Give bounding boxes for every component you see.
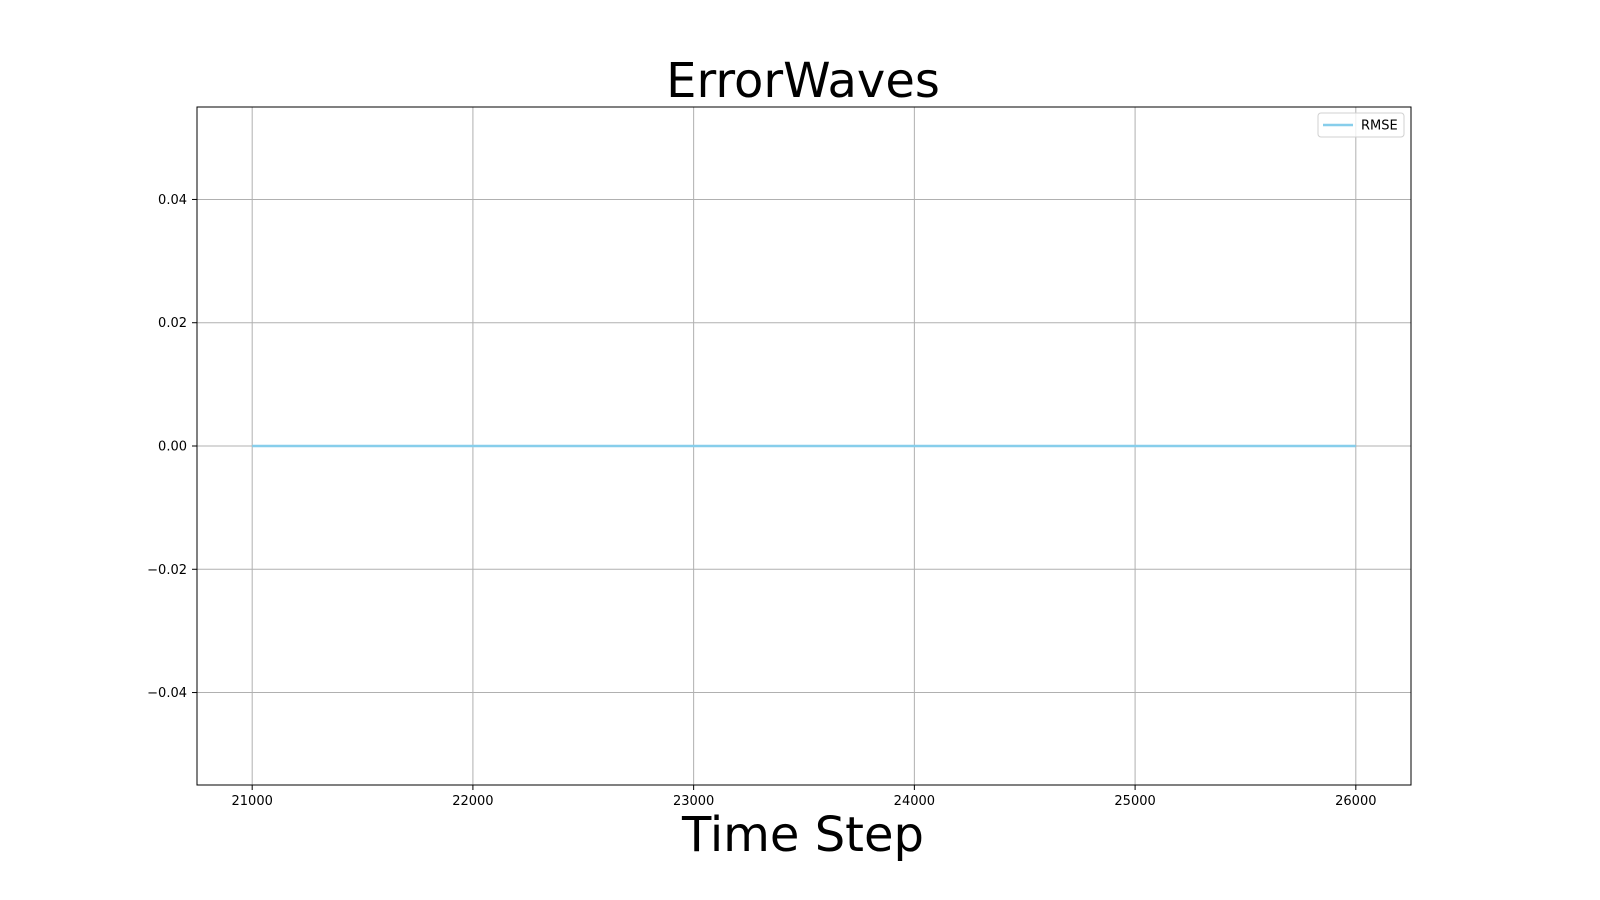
y-tick-label: 0.00 [158, 440, 187, 455]
plot-frame [196, 106, 1412, 786]
x-tick-label: 22000 [452, 794, 493, 809]
y-tick-label: −0.04 [147, 686, 187, 701]
legend-box [1317, 112, 1405, 138]
y-tick-label: −0.02 [147, 563, 187, 578]
y-tick-label: 0.04 [158, 193, 187, 208]
ticks: 21000 22000 23000 24000 25000 26000 0.04 0.02 0.… [147, 193, 1376, 809]
x-axis-label: Time Step [681, 807, 924, 863]
y-tick-label: 0.02 [158, 316, 187, 331]
x-tick-label: 21000 [232, 794, 273, 809]
x-tick-label: 26000 [1335, 794, 1376, 809]
chart-title: ErrorWaves [666, 53, 940, 109]
x-tick-label: 24000 [894, 794, 935, 809]
x-tick-label: 25000 [1114, 794, 1155, 809]
x-tick-label: 23000 [673, 794, 714, 809]
legend-label-rmse: RMSE [1361, 119, 1398, 134]
legend: RMSE [1317, 112, 1405, 138]
